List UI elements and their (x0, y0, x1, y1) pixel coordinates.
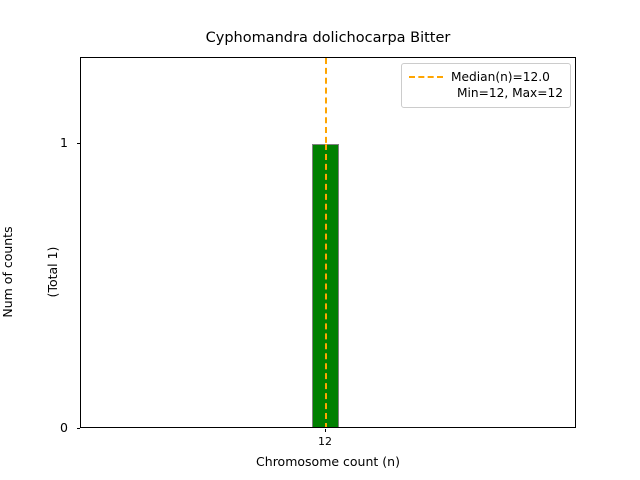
median-line-overlay (325, 143, 327, 427)
y-axis-label: Num of counts (Total 1) (0, 122, 90, 422)
legend-entry-minmax: Min=12, Max=12 (409, 85, 563, 101)
ytick-label-1: 1 (60, 135, 68, 150)
dashed-line-icon (409, 71, 443, 83)
legend-label-median: Median(n)=12.0 (451, 70, 550, 84)
xtick-mark-12 (324, 428, 326, 432)
x-axis-label: Chromosome count (n) (256, 454, 400, 469)
ytick-label-0: 0 (60, 420, 68, 435)
legend-label-minmax: Min=12, Max=12 (456, 86, 563, 100)
legend-entry-median: Median(n)=12.0 (409, 69, 563, 85)
y-axis-label-line2: (Total 1) (45, 246, 60, 298)
ytick-mark-1 (76, 142, 80, 144)
y-axis-label-line1: Num of counts (0, 226, 15, 318)
chart-title: Cyphomandra dolichocarpa Bitter (205, 30, 451, 46)
xtick-label-12: 12 (318, 435, 332, 448)
plot-area: Median(n)=12.0 Min=12, Max=12 (80, 57, 576, 428)
legend: Median(n)=12.0 Min=12, Max=12 (401, 63, 571, 108)
ytick-mark-0 (76, 427, 80, 429)
